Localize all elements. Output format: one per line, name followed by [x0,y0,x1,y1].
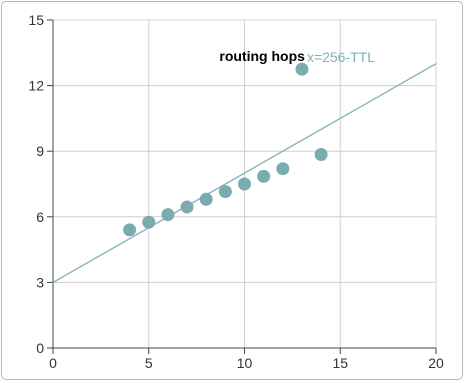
y-tick-label: 12 [28,78,44,94]
y-tick-label: 0 [36,340,44,356]
fit-line-group [52,63,437,283]
x-tick-label: 10 [237,355,253,371]
fit-line [52,63,437,283]
y-tick-label: 9 [36,143,44,159]
data-point [257,169,271,183]
x-tick-label: 5 [145,355,153,371]
tick-labels: 0 5 10 15 20 0 3 6 9 12 15 [28,12,444,371]
data-point [218,185,232,199]
fit-line-label: x=256-TTL [307,49,375,65]
data-point [314,147,328,161]
data-point [199,192,213,206]
data-points [123,62,328,237]
y-tick-label: 15 [28,12,44,28]
data-point [295,62,309,76]
x-tick-label: 15 [332,355,348,371]
y-tick-label: 3 [36,274,44,290]
axes [47,19,437,354]
grid [53,19,437,348]
data-point [142,215,156,229]
data-point [123,223,137,237]
data-point [180,200,194,214]
series-label: routing hops [219,48,305,64]
x-tick-label: 0 [49,355,57,371]
data-point [161,208,175,222]
x-tick-label: 20 [428,355,444,371]
data-point [238,177,251,191]
y-tick-label: 6 [36,209,44,225]
data-point [276,162,290,176]
